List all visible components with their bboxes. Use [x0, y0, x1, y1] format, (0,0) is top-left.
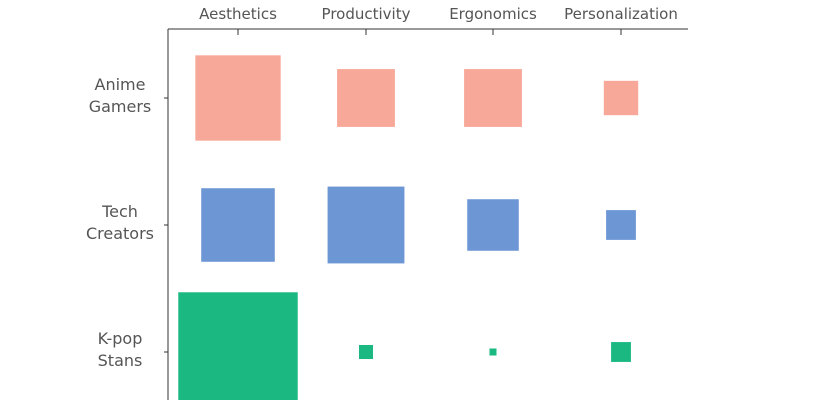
square-tech-creators-ergonomics	[467, 199, 519, 251]
row-label-line: Creators	[86, 224, 154, 243]
row-label-line: Gamers	[89, 97, 152, 116]
row-label-line: K-pop	[98, 329, 143, 348]
column-labels: Aesthetics Productivity Ergonomics Personal…	[199, 5, 678, 23]
square-tech-creators-productivity	[327, 186, 405, 264]
square-tech-creators-aesthetics	[201, 188, 275, 262]
column-label-ergonomics: Ergonomics	[449, 5, 537, 23]
row-label-line: Tech	[101, 202, 138, 221]
chart-marks	[178, 55, 639, 400]
square-anime-gamers-personalization	[603, 80, 639, 116]
square-k-pop-stans-ergonomics	[489, 348, 497, 356]
row-label-line: Anime	[95, 75, 146, 94]
column-label-aesthetics: Aesthetics	[199, 5, 277, 23]
row-label-k-pop-stans: K-pop Stans	[98, 329, 143, 370]
row-label-line: Stans	[98, 351, 143, 370]
square-anime-gamers-aesthetics	[195, 55, 281, 141]
row-label-tech-creators: Tech Creators	[86, 202, 154, 243]
chart-axes	[164, 28, 688, 400]
square-k-pop-stans-productivity	[358, 344, 374, 360]
square-tech-creators-personalization	[606, 210, 636, 240]
column-label-productivity: Productivity	[322, 5, 411, 23]
square-k-pop-stans-aesthetics	[178, 292, 298, 400]
row-label-anime-gamers: Anime Gamers	[89, 75, 152, 116]
square-anime-gamers-productivity	[337, 69, 395, 127]
square-k-pop-stans-personalization	[611, 342, 631, 362]
row-labels: Anime Gamers Tech Creators K-pop Stans	[86, 75, 154, 370]
column-label-personalization: Personalization	[564, 5, 678, 23]
square-anime-gamers-ergonomics	[464, 69, 522, 127]
